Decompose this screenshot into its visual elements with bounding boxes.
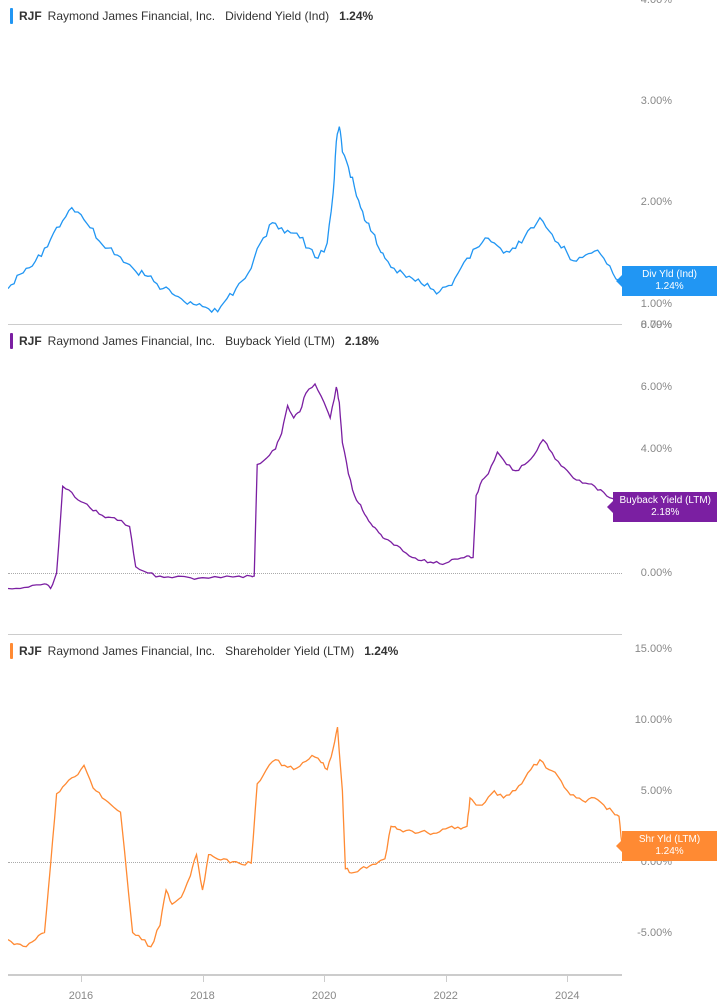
- plot-area[interactable]: [8, 0, 622, 325]
- y-tick-label: 3.00%: [641, 95, 672, 107]
- y-axis: 0.00%2.00%4.00%6.00%8.00%: [622, 325, 672, 635]
- chart-panel-shareholder: RJF Raymond James Financial, Inc. Sharehol…: [0, 635, 717, 975]
- x-tick-label: 2018: [190, 990, 214, 1002]
- ticker-symbol: RJF: [19, 9, 42, 23]
- metric-value: 2.18%: [345, 334, 379, 348]
- tag-arrow: [616, 275, 622, 287]
- x-tick-mark: [567, 976, 568, 982]
- x-tick-mark: [446, 976, 447, 982]
- chart-svg: [8, 0, 622, 325]
- tag-value: 1.24%: [628, 281, 711, 293]
- line-series: [8, 127, 622, 313]
- x-tick-mark: [324, 976, 325, 982]
- y-tick-label: 6.00%: [641, 381, 672, 393]
- chart-header: RJF Raymond James Financial, Inc. Sharehol…: [10, 643, 398, 659]
- x-tick-label: 2022: [433, 990, 457, 1002]
- chart-header: RJF Raymond James Financial, Inc. Buyback …: [10, 333, 379, 349]
- ticker-symbol: RJF: [19, 644, 42, 658]
- y-tick-label: 5.00%: [641, 785, 672, 797]
- y-tick-label: 0.00%: [641, 567, 672, 579]
- company-name: Raymond James Financial, Inc.: [48, 9, 215, 23]
- metric-value: 1.24%: [364, 644, 398, 658]
- metric-value: 1.24%: [339, 9, 373, 23]
- chart-svg: [8, 325, 622, 635]
- y-tick-label: 10.00%: [635, 714, 672, 726]
- y-axis: -5.00%0.00%5.00%10.00%15.00%: [622, 635, 672, 975]
- y-tick-label: 15.00%: [635, 643, 672, 655]
- company-name: Raymond James Financial, Inc.: [48, 334, 215, 348]
- ticker-color-bar: [10, 333, 13, 349]
- current-value-tag: Buyback Yield (LTM)2.18%: [613, 492, 717, 522]
- y-tick-label: 1.00%: [641, 298, 672, 310]
- x-axis: 2016 2018 2020 2022 2024: [8, 975, 622, 1003]
- tag-value: 1.24%: [628, 846, 711, 858]
- line-series: [8, 727, 622, 947]
- x-tick-label: 2020: [312, 990, 336, 1002]
- metric-name: Shareholder Yield (LTM): [225, 644, 354, 658]
- y-tick-label: -5.00%: [637, 927, 672, 939]
- x-tick-label: 2016: [69, 990, 93, 1002]
- chart-panel-dividend: RJF Raymond James Financial, Inc. Dividend…: [0, 0, 717, 325]
- y-tick-label: 8.00%: [641, 319, 672, 331]
- company-name: Raymond James Financial, Inc.: [48, 644, 215, 658]
- ticker-color-bar: [10, 8, 13, 24]
- chart-svg: [8, 635, 622, 975]
- x-tick-mark: [203, 976, 204, 982]
- x-tick-label: 2024: [555, 990, 579, 1002]
- plot-area[interactable]: [8, 635, 622, 975]
- y-tick-label: 4.00%: [641, 443, 672, 455]
- tag-arrow: [607, 501, 613, 513]
- metric-name: Dividend Yield (Ind): [225, 9, 329, 23]
- y-tick-label: 2.00%: [641, 196, 672, 208]
- ticker-symbol: RJF: [19, 334, 42, 348]
- current-value-tag: Shr Yld (LTM)1.24%: [622, 831, 717, 861]
- chart-header: RJF Raymond James Financial, Inc. Dividend…: [10, 8, 373, 24]
- metric-name: Buyback Yield (LTM): [225, 334, 335, 348]
- x-tick-mark: [81, 976, 82, 982]
- current-value-tag: Div Yld (Ind)1.24%: [622, 266, 717, 296]
- ticker-color-bar: [10, 643, 13, 659]
- y-tick-label: 4.00%: [641, 0, 672, 6]
- tag-label: Shr Yld (LTM): [628, 834, 711, 846]
- plot-area[interactable]: [8, 325, 622, 635]
- tag-value: 2.18%: [619, 507, 711, 519]
- chart-panel-buyback: RJF Raymond James Financial, Inc. Buyback …: [0, 325, 717, 635]
- tag-label: Buyback Yield (LTM): [619, 495, 711, 507]
- tag-arrow: [616, 840, 622, 852]
- line-series: [8, 384, 622, 589]
- tag-label: Div Yld (Ind): [628, 269, 711, 281]
